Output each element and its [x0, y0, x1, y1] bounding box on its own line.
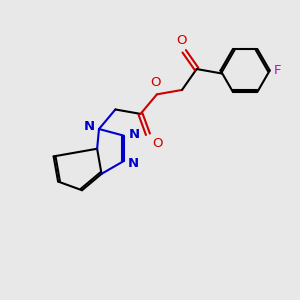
Text: O: O	[152, 137, 163, 150]
Text: O: O	[177, 34, 187, 47]
Text: N: N	[129, 128, 140, 141]
Text: N: N	[128, 157, 139, 170]
Text: O: O	[150, 76, 160, 89]
Text: F: F	[274, 64, 282, 77]
Text: N: N	[83, 120, 94, 133]
